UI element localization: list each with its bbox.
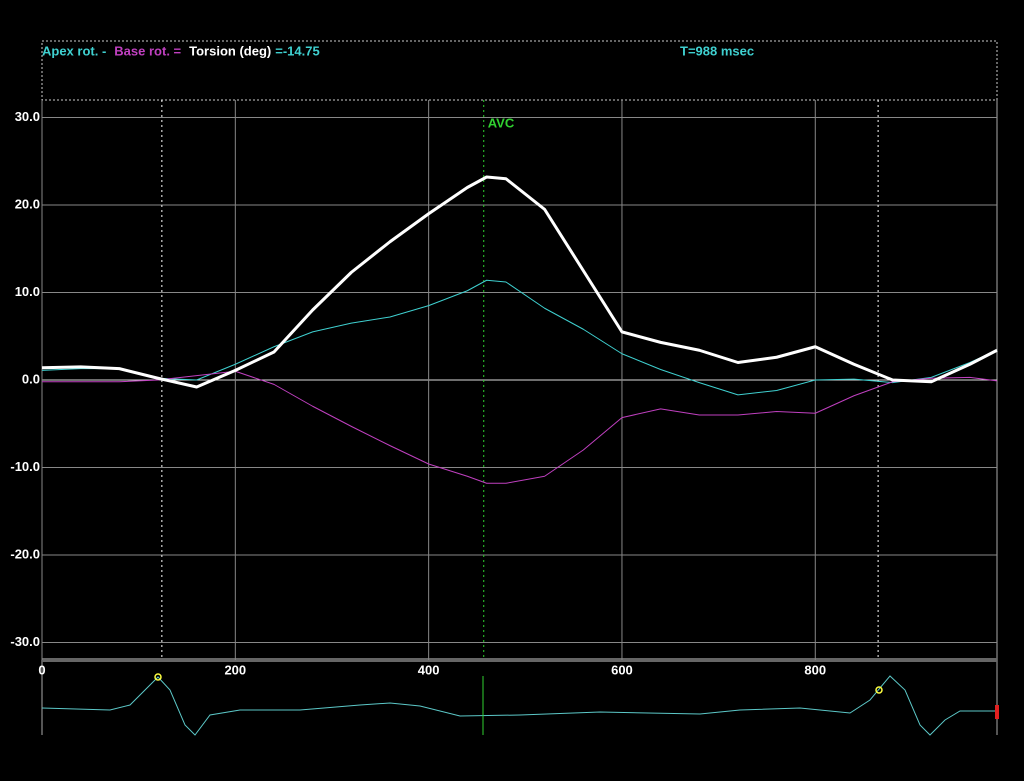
x-tick-label: 600 bbox=[611, 662, 633, 677]
y-tick-label: -20.0 bbox=[10, 546, 40, 561]
x-tick-label: 800 bbox=[804, 662, 826, 677]
y-tick-label: 20.0 bbox=[15, 196, 40, 211]
x-tick-label: 0 bbox=[38, 662, 45, 677]
y-tick-label: -10.0 bbox=[10, 459, 40, 474]
legend-entry: Torsion (deg) bbox=[189, 43, 271, 58]
y-tick-label: -30.0 bbox=[10, 634, 40, 649]
y-tick-label: 30.0 bbox=[15, 109, 40, 124]
series-line bbox=[41, 175, 998, 389]
legend-entry: Base rot. = bbox=[114, 43, 181, 58]
ecg-trace bbox=[41, 675, 997, 736]
event-label: AVC bbox=[488, 115, 515, 130]
legend-entry: Apex rot. - bbox=[42, 43, 106, 58]
x-tick-label: 400 bbox=[418, 662, 440, 677]
header-box bbox=[41, 40, 998, 101]
x-tick-label: 200 bbox=[224, 662, 246, 677]
series-line bbox=[41, 279, 998, 396]
y-tick-label: 10.0 bbox=[15, 284, 40, 299]
series-line bbox=[42, 370, 998, 484]
torsion-readout: =-14.75 bbox=[275, 43, 319, 58]
y-tick-label: 0.0 bbox=[22, 371, 40, 386]
ecg-marker bbox=[154, 673, 162, 681]
ecg-marker bbox=[875, 686, 883, 694]
x-axis-band bbox=[42, 658, 997, 662]
legend: Apex rot. - Base rot. = Torsion (deg) bbox=[42, 43, 271, 58]
time-readout: T=988 msec bbox=[680, 43, 754, 58]
ecg-cursor bbox=[995, 705, 999, 719]
